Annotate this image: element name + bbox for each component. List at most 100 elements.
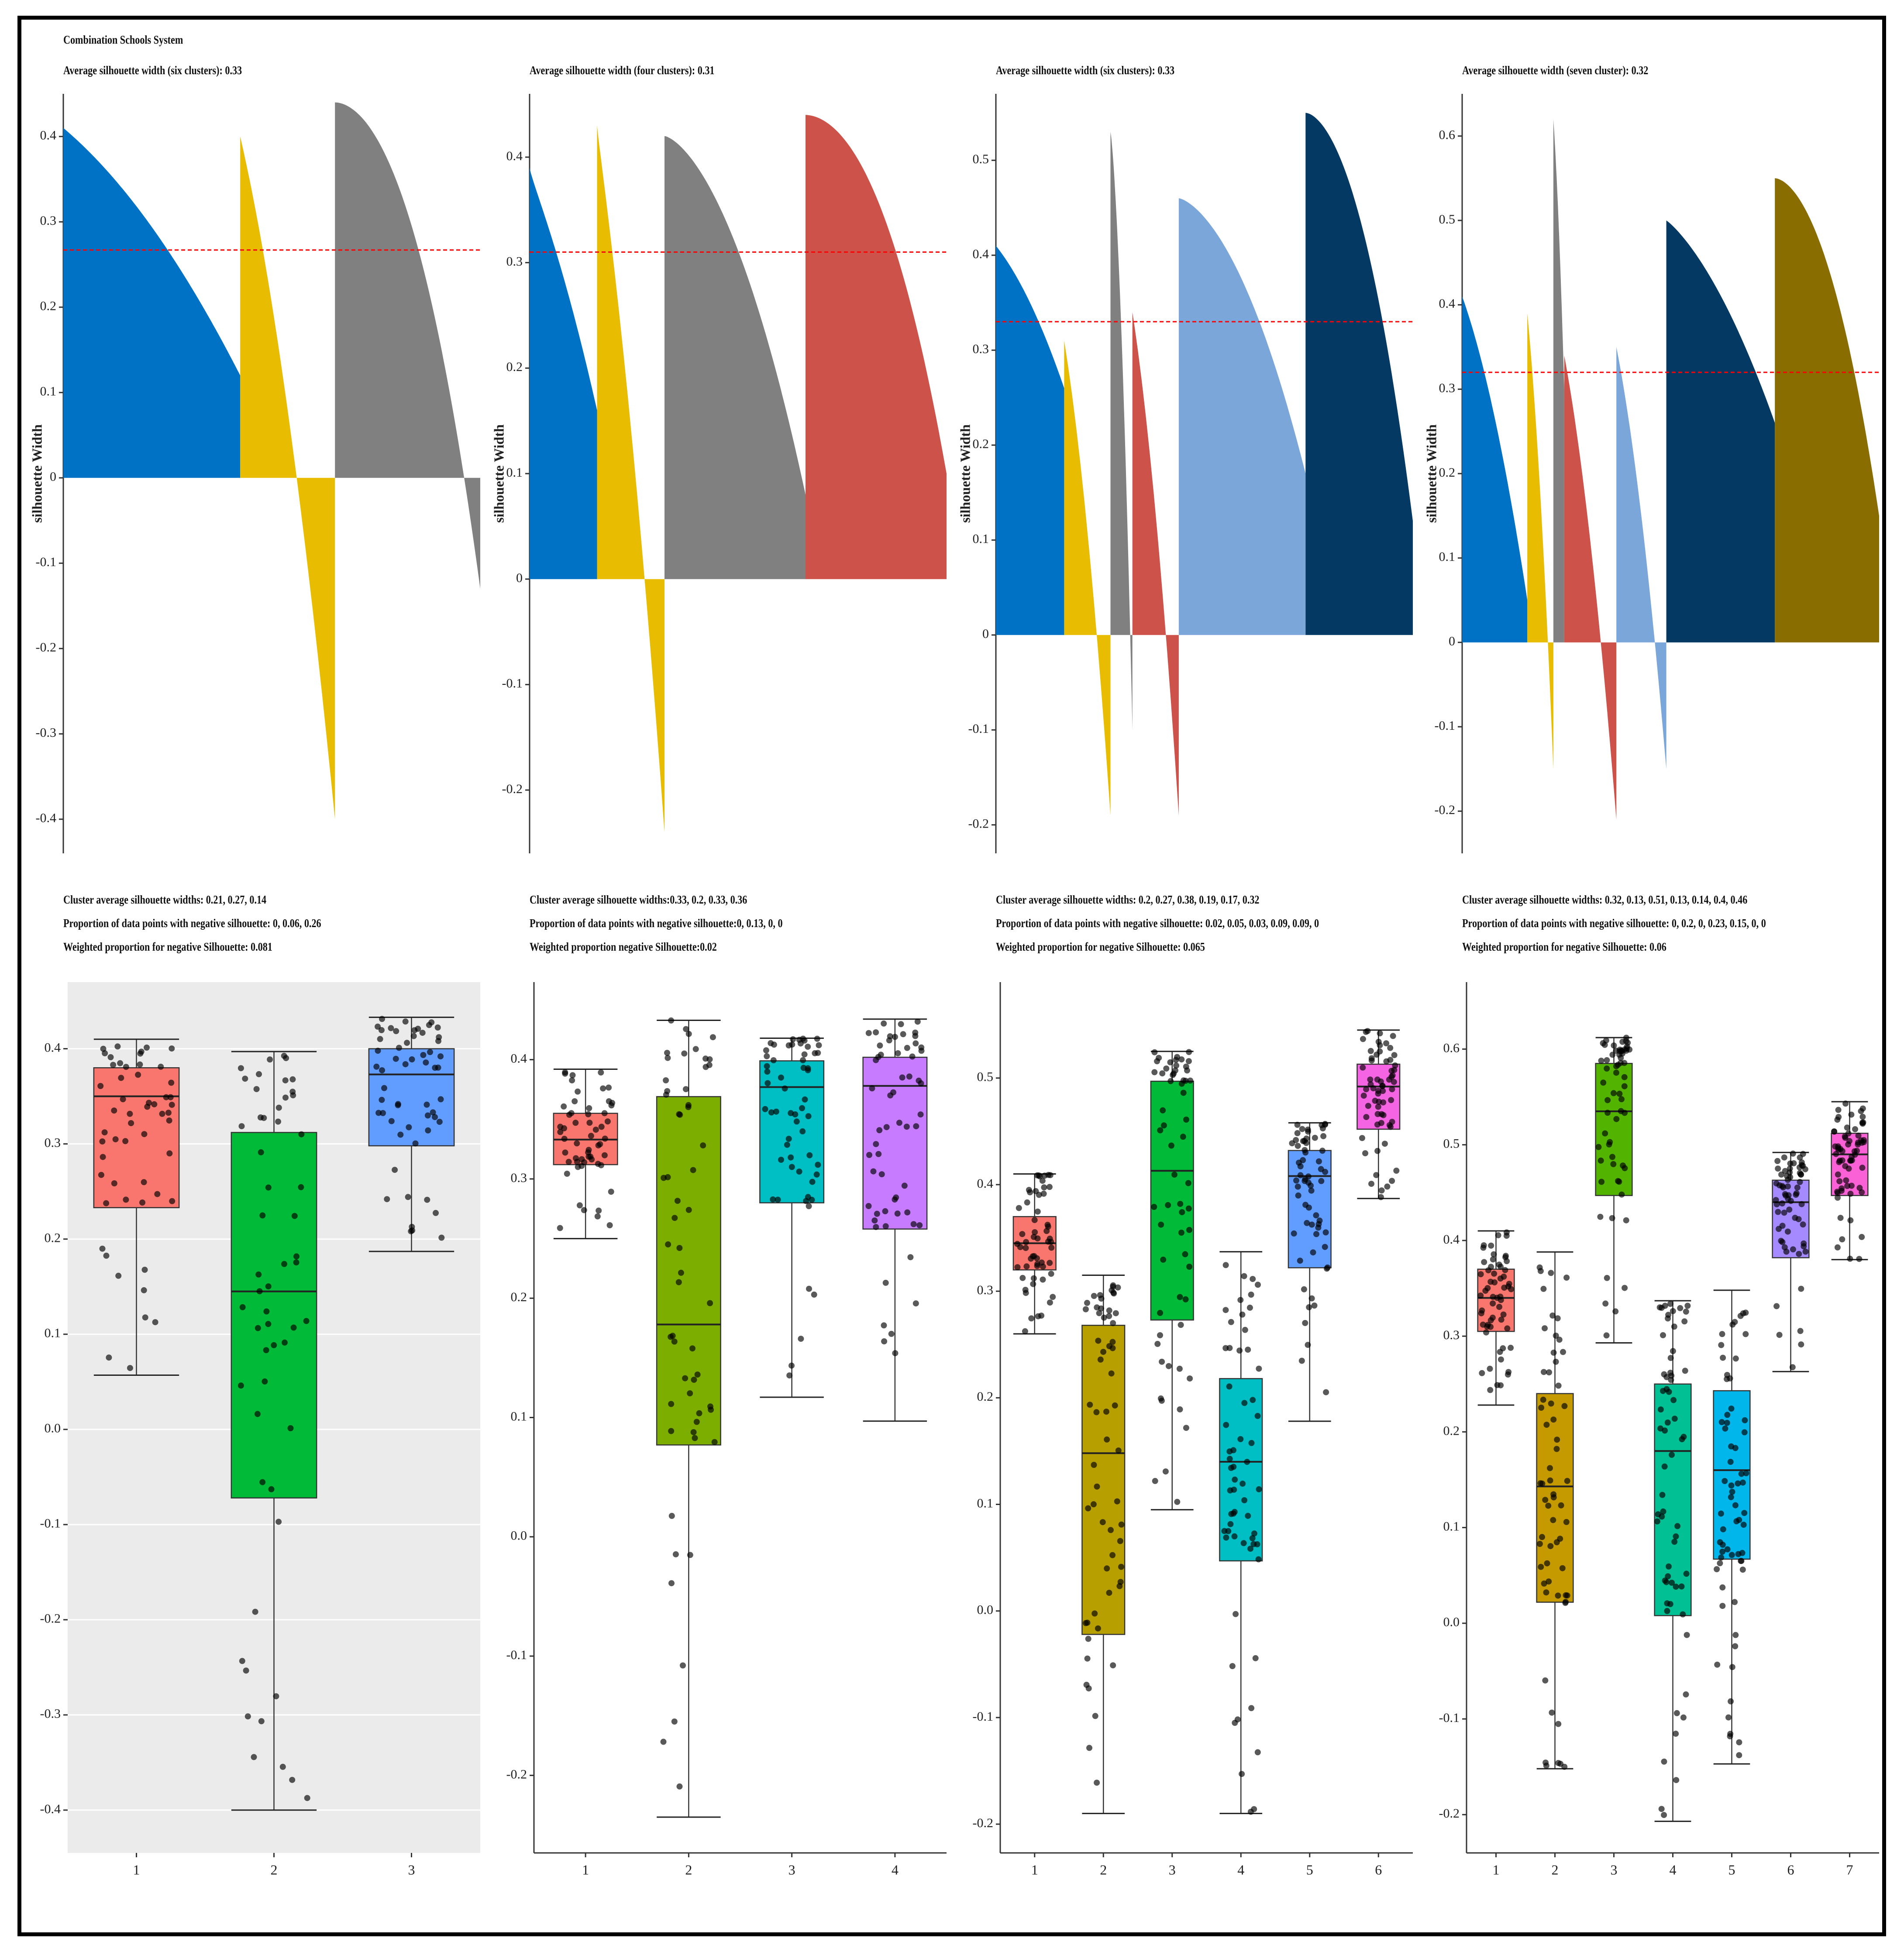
- box: [656, 1096, 721, 1446]
- data-point: [1393, 1168, 1400, 1174]
- data-point: [918, 1080, 924, 1086]
- data-point: [1728, 1406, 1735, 1412]
- data-point: [1669, 1451, 1675, 1458]
- data-point: [256, 1288, 263, 1295]
- data-point: [814, 1035, 820, 1042]
- data-point: [1478, 1310, 1484, 1316]
- data-point: [778, 1157, 784, 1163]
- data-point: [692, 1435, 698, 1441]
- data-point: [706, 1062, 713, 1068]
- data-point: [664, 1088, 671, 1094]
- data-point: [1090, 1501, 1097, 1508]
- data-point: [1308, 1221, 1315, 1228]
- data-point: [895, 1050, 901, 1056]
- box-cluster-4: [1654, 1300, 1692, 1822]
- data-point: [1658, 1806, 1665, 1812]
- data-point: [792, 1111, 799, 1117]
- data-point: [243, 1667, 249, 1674]
- data-point: [1031, 1217, 1038, 1223]
- data-point: [1546, 1578, 1552, 1585]
- data-point: [1093, 1409, 1100, 1416]
- data-point: [1556, 1337, 1563, 1343]
- data-point: [1367, 1076, 1374, 1083]
- data-point: [1732, 1632, 1739, 1638]
- data-point: [1185, 1058, 1192, 1065]
- data-point: [574, 1140, 580, 1147]
- data-point: [1673, 1710, 1680, 1716]
- data-point: [1739, 1567, 1746, 1573]
- data-point: [1118, 1564, 1124, 1570]
- data-point: [1539, 1534, 1545, 1540]
- boxplot-panel-1-title-line-3: Weighted proportion for negative Silhoue…: [63, 940, 272, 953]
- data-point: [561, 1103, 567, 1110]
- silhouette-cluster-1: [1462, 296, 1528, 643]
- data-point: [595, 1161, 601, 1167]
- data-point: [393, 1055, 399, 1062]
- data-point: [146, 1100, 152, 1106]
- data-point: [1237, 1436, 1244, 1442]
- data-point: [569, 1077, 575, 1084]
- data-point: [1085, 1685, 1092, 1692]
- data-point: [1558, 1502, 1564, 1509]
- data-point: [1323, 1389, 1329, 1395]
- data-point: [1502, 1267, 1508, 1273]
- data-point: [1613, 1069, 1619, 1076]
- data-point: [158, 1063, 164, 1070]
- y-tick-label: 0.0: [45, 1421, 61, 1436]
- data-point: [585, 1147, 592, 1153]
- data-point: [1312, 1134, 1318, 1141]
- data-point: [1091, 1293, 1097, 1299]
- data-point: [1160, 1256, 1167, 1263]
- data-point: [805, 1044, 811, 1050]
- data-point: [903, 1124, 910, 1130]
- data-point: [873, 1141, 879, 1148]
- data-point: [1488, 1242, 1494, 1249]
- data-point: [98, 1172, 104, 1178]
- data-point: [707, 1300, 713, 1306]
- data-point: [1681, 1318, 1688, 1325]
- data-point: [1616, 1090, 1623, 1097]
- data-point: [1252, 1655, 1259, 1661]
- data-point: [1484, 1285, 1491, 1291]
- x-tick-label: 7: [1846, 1862, 1853, 1877]
- data-point: [1718, 1510, 1724, 1517]
- data-point: [1610, 1090, 1617, 1096]
- data-point: [1085, 1636, 1091, 1642]
- data-point: [764, 1063, 770, 1069]
- data-point: [1313, 1212, 1319, 1219]
- x-tick-label: 4: [1237, 1862, 1244, 1877]
- silhouette-cluster-5: [1616, 347, 1666, 769]
- silhouette-panel-4: [1458, 94, 1879, 853]
- data-point: [1109, 1339, 1116, 1345]
- data-point: [796, 1168, 802, 1175]
- data-point: [1226, 1456, 1233, 1462]
- data-point: [1502, 1254, 1509, 1261]
- y-tick-label: 0.2: [511, 1290, 527, 1304]
- data-point: [252, 1608, 258, 1615]
- data-point: [669, 1333, 676, 1339]
- data-point: [1598, 1058, 1604, 1064]
- data-point: [1230, 1447, 1236, 1454]
- data-point: [1313, 1231, 1319, 1237]
- y-tick-label: -0.1: [1435, 718, 1456, 733]
- data-point: [1185, 1180, 1191, 1186]
- data-point: [1781, 1154, 1787, 1161]
- data-point: [912, 1029, 919, 1036]
- data-point: [694, 1371, 701, 1378]
- data-point: [1796, 1164, 1803, 1171]
- data-point: [1477, 1292, 1484, 1299]
- data-point: [912, 1300, 919, 1307]
- data-point: [271, 1342, 277, 1348]
- data-point: [690, 1167, 696, 1173]
- data-point: [1375, 1103, 1381, 1110]
- data-point: [809, 1196, 815, 1203]
- data-point: [1612, 1308, 1619, 1315]
- data-point: [1237, 1297, 1244, 1303]
- data-point: [562, 1149, 568, 1156]
- data-point: [1779, 1239, 1786, 1245]
- data-point: [1678, 1583, 1685, 1590]
- data-point: [1250, 1397, 1256, 1403]
- data-point: [258, 1718, 265, 1725]
- data-point: [1545, 1502, 1552, 1509]
- data-point: [1740, 1310, 1746, 1316]
